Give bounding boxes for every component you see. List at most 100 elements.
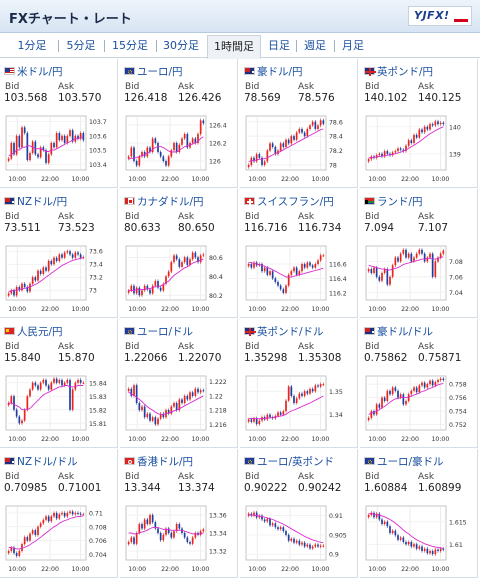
candle-body — [322, 384, 325, 386]
candle-body — [199, 390, 202, 393]
pair-link[interactable]: ユーロ/ドル — [124, 324, 193, 338]
y-tick-label: 13.34 — [209, 531, 227, 538]
candlestick-chart[interactable]: 73.6 73.4 73.2 73 10:00 22:00 10:00 — [2, 242, 116, 314]
candlestick-chart[interactable]: 78.6 78.4 78.2 78 10:00 22:00 10:00 — [242, 112, 356, 184]
candlestick-chart[interactable]: 0.758 0.756 0.754 0.752 10:00 22:00 10:00 — [362, 372, 476, 444]
pair-link[interactable]: 米ドル/円 — [4, 64, 63, 78]
pair-link[interactable]: 英ポンド/円 — [364, 64, 433, 78]
candlestick-chart[interactable]: 103.7 103.6 103.5 103.4 10:00 22:00 10:00 — [2, 112, 116, 184]
moving-average-line — [248, 395, 324, 420]
rate-cell[interactable]: ユーロ/豪ドル Bid Ask 1.60884 1.60899 1.615 1.61 10:0… — [360, 449, 478, 578]
candle-body — [39, 523, 42, 527]
pair-link[interactable]: 香港ドル/円 — [124, 454, 193, 468]
candlestick-chart[interactable]: 116.6 116.4 116.2 10:00 22:00 10:00 — [242, 242, 356, 314]
moving-average-line — [248, 128, 324, 162]
candle-body — [298, 393, 301, 399]
rate-cell[interactable]: NZドル/ドル Bid Ask 0.70985 0.71001 0.71 0.708 0.70… — [0, 449, 118, 578]
candle-body — [285, 531, 287, 535]
candle-body — [378, 513, 381, 520]
tab-weekly[interactable]: 週足 — [296, 34, 335, 58]
candlestick-chart[interactable]: 0.91 0.905 0.9 10:00 22:00 10:00 — [242, 502, 356, 574]
candle-body — [58, 254, 61, 261]
rate-cell[interactable]: 豪ドル/ドル Bid Ask 0.75862 0.75871 0.758 0.756 0.75… — [360, 319, 478, 448]
yjfx-logo[interactable]: YJFX! — [408, 6, 472, 26]
candlestick-chart[interactable]: 7.08 7.06 7.04 10:00 22:00 10:00 — [362, 242, 476, 314]
pair-link[interactable]: カナダドル/円 — [124, 194, 204, 208]
pair-link[interactable]: 英ポンド/ドル — [244, 324, 324, 338]
flag-au-icon — [244, 67, 255, 75]
tab-monthly[interactable]: 月足 — [342, 39, 364, 52]
candle-body — [253, 157, 255, 162]
candle-body — [386, 151, 389, 154]
candle-body — [183, 134, 186, 139]
candle-body — [69, 380, 71, 410]
candle-body — [314, 385, 317, 392]
pair-link[interactable]: 人民元/円 — [4, 324, 63, 338]
candle-body — [58, 514, 61, 519]
pair-name: ランド/円 — [377, 196, 423, 208]
candlestick-chart[interactable]: 0.71 0.708 0.706 0.704 10:00 22:00 10:00 — [2, 502, 116, 574]
rate-cell[interactable]: 英ポンド/円 Bid Ask 140.102 140.125 140 139 10:00 22:… — [360, 59, 478, 188]
candle-body — [434, 261, 437, 277]
bid-value: 140.102 — [364, 92, 408, 104]
pair-link[interactable]: 豪ドル/円 — [244, 64, 303, 78]
chart-svg: 1.35 1.34 10:00 22:00 10:00 — [245, 375, 343, 443]
candlestick-chart[interactable]: 80.6 80.4 80.2 10:00 22:00 10:00 — [122, 242, 236, 314]
rate-cell[interactable]: カナダドル/円 Bid Ask 80.633 80.650 80.6 80.4 80.2 10:… — [120, 189, 238, 318]
ask-label: Ask — [298, 472, 315, 482]
rate-cell[interactable]: ランド/円 Bid Ask 7.094 7.107 7.08 7.06 7.04 10:00 22… — [360, 189, 478, 318]
rate-cell[interactable]: ユーロ/円 Bid Ask 126.418 126.426 126.4 126.2 126 10… — [120, 59, 238, 188]
rate-cell[interactable]: ユーロ/英ポンド Bid Ask 0.90222 0.90242 0.91 0.905 0.9… — [240, 449, 358, 578]
pair-link[interactable]: NZドル/円 — [4, 194, 67, 208]
candle-body — [10, 290, 13, 294]
candle-body — [154, 522, 157, 529]
candle-body — [23, 537, 26, 545]
candle-body — [13, 396, 15, 410]
x-tick-label: 10:00 — [431, 306, 449, 313]
rate-cell[interactable]: 英ポンド/ドル Bid Ask 1.35298 1.35308 1.35 1.34 10:00… — [240, 319, 358, 448]
tab-1hour[interactable]: 1時間足 — [207, 35, 261, 59]
candle-body — [314, 264, 317, 268]
tab-15min[interactable]: 15分足 — [104, 34, 157, 58]
tab-5min[interactable]: 5分足 — [58, 34, 105, 58]
pair-name: NZドル/ドル — [17, 456, 78, 468]
rate-cell[interactable]: スイスフラン/円 Bid Ask 116.716 116.734 116.6 116.4 11… — [240, 189, 358, 318]
pair-link[interactable]: NZドル/ドル — [4, 454, 78, 468]
candle-body — [253, 512, 255, 516]
candle-body — [23, 127, 26, 134]
rate-cell[interactable]: ユーロ/ドル Bid Ask 1.22066 1.22070 1.222 1.22 1.218… — [120, 319, 238, 448]
ask-value: 126.426 — [178, 92, 222, 104]
rate-cell[interactable]: 香港ドル/円 Bid Ask 13.344 13.374 13.36 13.34 13.32 1… — [120, 449, 238, 578]
candlestick-chart[interactable]: 15.84 15.83 15.82 15.81 10:00 22:00 10:00 — [2, 372, 116, 444]
pair-link[interactable]: ユーロ/英ポンド — [244, 454, 334, 468]
tab-30min[interactable]: 30分足 — [163, 39, 199, 52]
pair-link[interactable]: ユーロ/円 — [124, 64, 183, 78]
candle-body — [127, 388, 130, 391]
tab-daily[interactable]: 日足 — [262, 34, 297, 58]
chart-svg: 13.36 13.34 13.32 10:00 22:00 10:00 — [125, 505, 227, 573]
candlestick-chart[interactable]: 1.222 1.22 1.218 1.216 10:00 22:00 10:00 — [122, 372, 236, 444]
candle-body — [269, 271, 271, 275]
rate-cell[interactable]: 豪ドル/円 Bid Ask 78.569 78.576 78.6 78.4 78.2 78 10:… — [240, 59, 358, 188]
tab-1min[interactable]: 1分足 — [6, 34, 59, 58]
candlestick-chart[interactable]: 13.36 13.34 13.32 10:00 22:00 10:00 — [122, 502, 236, 574]
rate-cell[interactable]: 米ドル/円 Bid Ask 103.568 103.570 103.7 103.6 103.5… — [0, 59, 118, 188]
x-tick-label: 22:00 — [281, 176, 299, 183]
rate-cell[interactable]: 人民元/円 Bid Ask 15.840 15.870 15.84 15.83 15.82 15… — [0, 319, 118, 448]
pair-link[interactable]: ユーロ/豪ドル — [364, 454, 444, 468]
candlestick-chart[interactable]: 1.35 1.34 10:00 22:00 10:00 — [242, 372, 356, 444]
pair-link[interactable]: 豪ドル/ドル — [364, 324, 433, 338]
rate-cell[interactable]: NZドル/円 Bid Ask 73.511 73.523 73.6 73.4 73.2 73 10… — [0, 189, 118, 318]
candle-body — [165, 276, 167, 284]
x-tick-label: 10:00 — [71, 436, 89, 443]
app-header: FXチャート・レート YJFX! — [0, 0, 480, 33]
candlestick-chart[interactable]: 126.4 126.2 126 10:00 22:00 10:00 — [122, 112, 236, 184]
candlestick-chart[interactable]: 140 139 10:00 22:00 10:00 — [362, 112, 476, 184]
pair-link[interactable]: スイスフラン/円 — [244, 194, 334, 208]
pair-link[interactable]: ランド/円 — [364, 194, 423, 208]
candle-body — [50, 516, 53, 522]
flag-gb-icon — [364, 67, 376, 76]
candlestick-chart[interactable]: 1.615 1.61 10:00 22:00 10:00 — [362, 502, 476, 574]
moving-average-line — [368, 513, 444, 549]
